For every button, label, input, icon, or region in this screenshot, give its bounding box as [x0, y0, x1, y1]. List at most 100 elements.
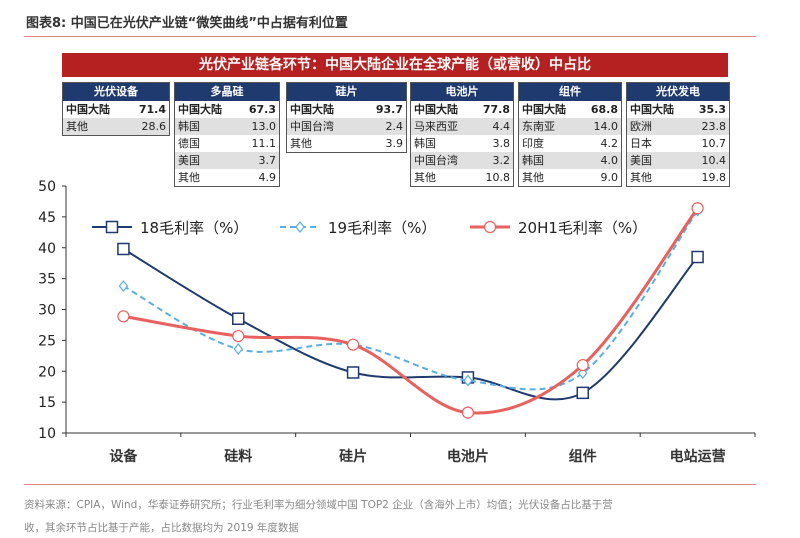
- table-value: 71.4: [138, 103, 166, 116]
- table-value: 3.8: [492, 137, 511, 150]
- table-value: 3.7: [258, 154, 277, 167]
- table-region: 韩国: [414, 137, 436, 150]
- data-point-diamond: [233, 343, 244, 355]
- table-region: 中国大陆: [522, 103, 566, 116]
- table-value: 93.7: [375, 103, 403, 116]
- legend-marker: [483, 220, 497, 234]
- y-tick-label: 45: [38, 210, 56, 226]
- table-row: 美国 3.7: [175, 152, 279, 169]
- data-point-square: [346, 366, 360, 379]
- x-tick-label: 硅料: [224, 448, 252, 465]
- table-row: 中国台湾 2.4: [287, 118, 406, 135]
- data-point-diamond: [118, 280, 129, 292]
- table-value: 4.2: [600, 137, 619, 150]
- table-region: 韩国: [522, 154, 544, 167]
- table-row: 韩国 3.8: [411, 135, 513, 152]
- data-point-circle: [232, 329, 245, 343]
- table-row: 韩国 13.0: [175, 118, 279, 135]
- table-region: 马来西亚: [414, 120, 458, 133]
- table-region: 中国大陆: [414, 103, 458, 116]
- source-line-2: 收，其余环节占比基于产能，占比数据均为 2019 年度数据: [24, 522, 299, 534]
- table-row: 美国 10.4: [627, 152, 729, 169]
- table-header: 组件: [519, 83, 621, 101]
- table-header: 电池片: [411, 83, 513, 101]
- y-tick-label: 35: [38, 272, 56, 288]
- table-value: 67.3: [248, 103, 276, 116]
- data-point-square: [691, 250, 704, 264]
- series-line: [122, 248, 699, 401]
- table-value: 19.8: [701, 171, 727, 184]
- legend-label: 19毛利率（%）: [328, 219, 436, 237]
- table-value: 4.4: [492, 120, 511, 133]
- data-point-square: [576, 386, 589, 400]
- table-row: 其他 9.0: [519, 169, 621, 186]
- y-tick-label: 30: [38, 303, 56, 319]
- table-header: 光伏发电: [627, 83, 729, 101]
- table-value: 35.3: [698, 103, 726, 116]
- table-value: 9.0: [600, 171, 619, 184]
- table-row: 中国台湾 3.2: [411, 152, 513, 169]
- data-point-square: [232, 312, 245, 326]
- series-line: [122, 210, 699, 391]
- table-value: 2.4: [385, 120, 404, 133]
- series-line: [123, 207, 699, 415]
- table-row: 德国 11.1: [175, 135, 279, 152]
- share-table: 多晶硅 中国大陆 67.3 韩国 13.0 德国 11.1 美国 3.7 其他 4.9: [174, 82, 280, 187]
- table-value: 23.8: [701, 120, 727, 133]
- y-tick-label: 15: [38, 395, 56, 411]
- table-row: 日本 10.7: [627, 135, 729, 152]
- figure-title: 图表8: 中国已在光伏产业链“微笑曲线”中占据有利位置: [26, 16, 348, 31]
- table-value: 10.7: [701, 137, 727, 150]
- table-row: 印度 4.2: [519, 135, 621, 152]
- table-value: 11.1: [251, 137, 277, 150]
- table-value: 3.2: [492, 154, 511, 167]
- table-value: 77.8: [482, 103, 510, 116]
- table-row: 其他 4.9: [175, 169, 279, 186]
- table-region: 其他: [290, 137, 312, 150]
- table-value: 13.0: [251, 120, 277, 133]
- share-table: 光伏设备 中国大陆 71.4 其他 28.6: [62, 82, 170, 136]
- table-row: 中国大陆 93.7: [287, 101, 406, 118]
- table-region: 欧洲: [630, 120, 652, 133]
- table-header: 硅片: [287, 83, 406, 101]
- table-value: 4.9: [258, 171, 277, 184]
- share-table: 组件 中国大陆 68.8 东南亚 14.0 印度 4.2 韩国 4.0 其他 9.0: [518, 82, 622, 187]
- title-rule: [24, 36, 756, 37]
- table-region: 其他: [414, 171, 436, 184]
- legend-label: 20H1毛利率（%）: [518, 219, 647, 237]
- table-row: 欧洲 23.8: [627, 118, 729, 135]
- x-tick-label: 设备: [109, 448, 138, 465]
- source-line-1: 资料来源：CPIA，Wind，华泰证券研究所；行业毛利率为细分领域中国 TOP2…: [24, 499, 613, 511]
- table-region: 东南亚: [522, 120, 555, 133]
- table-header: 光伏设备: [63, 83, 169, 101]
- table-region: 日本: [630, 137, 652, 150]
- table-region: 中国大陆: [630, 103, 674, 116]
- legend-marker: [295, 221, 305, 233]
- table-region: 其他: [630, 171, 652, 184]
- table-row: 中国大陆 77.8: [411, 101, 513, 118]
- table-region: 其他: [66, 120, 88, 133]
- data-point-circle: [117, 310, 130, 323]
- y-tick-label: 10: [38, 426, 56, 442]
- table-region: 美国: [630, 154, 652, 167]
- footer-rule: [24, 484, 756, 485]
- table-region: 中国台湾: [414, 154, 458, 167]
- y-tick-label: 25: [38, 333, 56, 349]
- table-value: 68.8: [590, 103, 618, 116]
- table-region: 美国: [178, 154, 200, 167]
- table-row: 韩国 4.0: [519, 152, 621, 169]
- table-value: 10.8: [485, 171, 511, 184]
- table-region: 其他: [178, 171, 200, 184]
- table-region: 中国台湾: [290, 120, 334, 133]
- table-row: 中国大陆 71.4: [63, 101, 169, 118]
- data-point-diamond: [463, 374, 473, 387]
- data-point-circle: [461, 406, 475, 419]
- data-point-square: [117, 242, 130, 256]
- legend-label: 18毛利率（%）: [140, 219, 248, 237]
- table-row: 马来西亚 4.4: [411, 118, 513, 135]
- table-value: 4.0: [600, 154, 619, 167]
- table-row: 其他 3.9: [287, 135, 406, 152]
- share-table: 硅片 中国大陆 93.7 中国台湾 2.4 其他 3.9: [286, 82, 407, 153]
- table-region: 韩国: [178, 120, 200, 133]
